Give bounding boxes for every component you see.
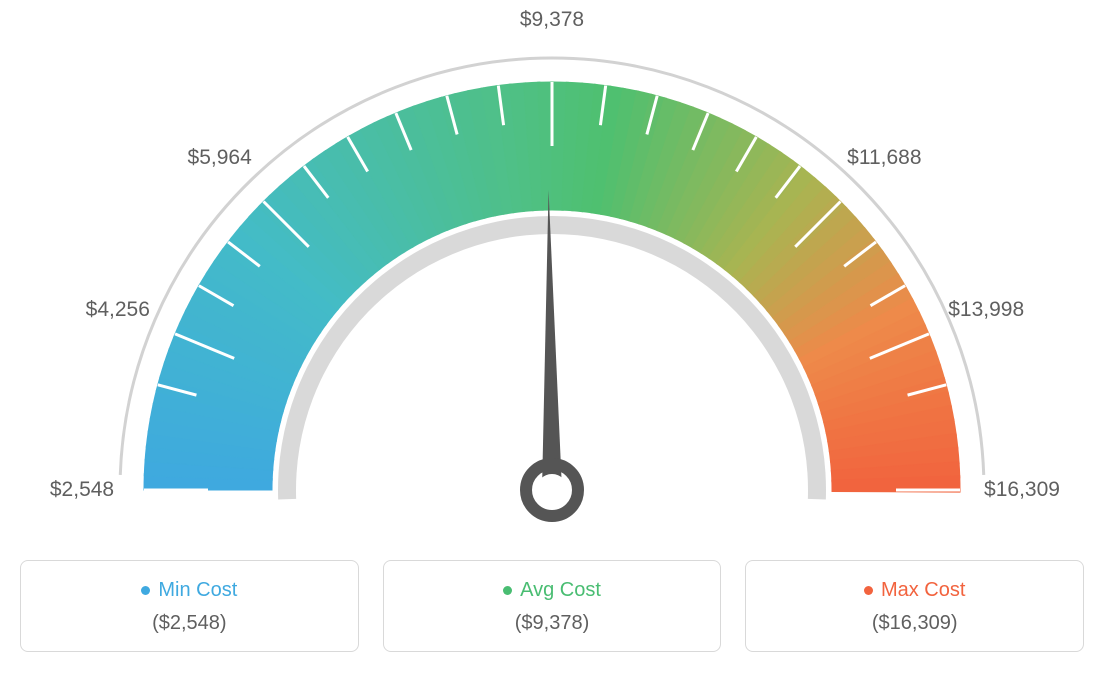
legend-value-min: ($2,548) — [31, 612, 348, 635]
gauge-tick-label: $11,688 — [847, 146, 921, 170]
legend-dot-min — [141, 586, 150, 595]
gauge-tick-label: $4,256 — [86, 298, 150, 322]
legend-label-max: Max Cost — [881, 579, 965, 602]
legend-label-avg: Avg Cost — [520, 579, 601, 602]
legend-card-min: Min Cost ($2,548) — [20, 560, 359, 652]
legend-title-avg: Avg Cost — [503, 579, 601, 602]
legend-card-max: Max Cost ($16,309) — [745, 560, 1084, 652]
legend-label-min: Min Cost — [158, 579, 237, 602]
gauge-tick-label: $9,378 — [520, 8, 584, 32]
legend-value-avg: ($9,378) — [394, 612, 711, 635]
gauge-tick-label: $16,309 — [984, 478, 1060, 502]
legend-card-avg: Avg Cost ($9,378) — [383, 560, 722, 652]
gauge-tick-label: $2,548 — [50, 478, 114, 502]
legend-dot-max — [864, 586, 873, 595]
gauge-svg — [20, 20, 1084, 530]
legend-row: Min Cost ($2,548) Avg Cost ($9,378) Max … — [20, 560, 1084, 652]
legend-title-max: Max Cost — [864, 579, 965, 602]
legend-value-max: ($16,309) — [756, 612, 1073, 635]
gauge-tick-label: $13,998 — [948, 298, 1024, 322]
legend-title-min: Min Cost — [141, 579, 237, 602]
gauge-tick-label: $5,964 — [188, 146, 252, 170]
legend-dot-avg — [503, 586, 512, 595]
gauge-chart: $2,548$4,256$5,964$9,378$11,688$13,998$1… — [20, 20, 1084, 530]
